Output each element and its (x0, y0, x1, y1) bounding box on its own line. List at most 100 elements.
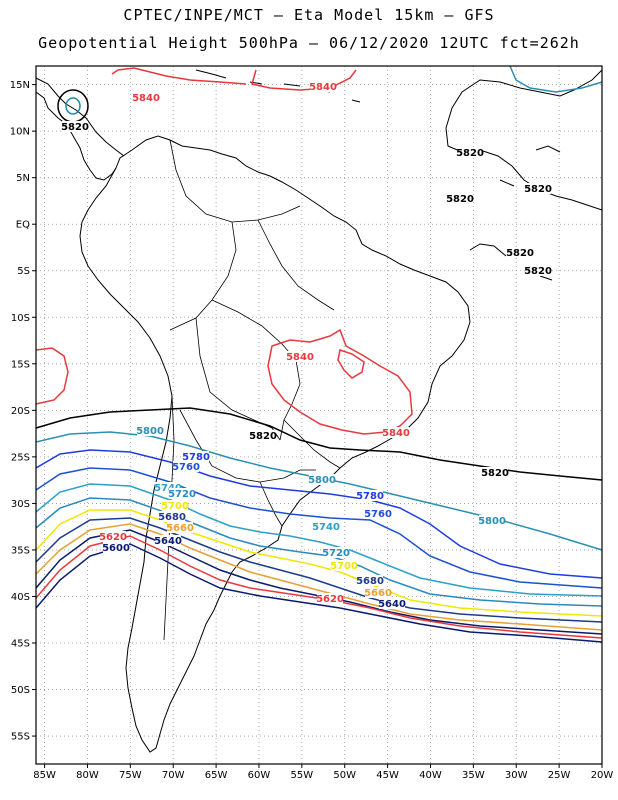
contour-label: 5820 (524, 266, 552, 277)
contour-label: 5840 (309, 82, 337, 93)
contour-5780 (35, 449, 603, 579)
contour-5820-ring-outer (57, 89, 89, 123)
lon-label: 20W (591, 770, 614, 781)
central-america-coast (35, 91, 117, 181)
caribbean-islands (195, 69, 361, 103)
africa-islands (469, 145, 561, 281)
contour-label-bg (167, 522, 193, 533)
contour-label: 5760 (172, 462, 200, 473)
contour-label: 5680 (158, 512, 186, 523)
contour-label-bg (103, 542, 129, 553)
contour-label-bg (323, 547, 349, 558)
lat-label: 10S (11, 313, 30, 324)
contour-label-bg (331, 560, 357, 571)
contour-label-bg (309, 474, 335, 485)
lat-label: 25S (11, 452, 30, 463)
contour-label-bg (183, 451, 209, 462)
contour-label: 5840 (132, 93, 160, 104)
lat-label: 5S (17, 266, 30, 277)
map-frame (35, 65, 603, 765)
contour-5720 (35, 497, 603, 607)
height-contours (35, 65, 603, 643)
contour-label-bg (62, 121, 88, 132)
lat-label: 15S (11, 359, 30, 370)
lat-label: 45S (11, 639, 30, 650)
contour-label-bg (159, 511, 185, 522)
lon-label: 85W (33, 770, 56, 781)
contour-label-bg (525, 265, 551, 276)
contour-label: 5780 (356, 491, 384, 502)
lon-label: 80W (76, 770, 99, 781)
contour-label: 5820 (524, 184, 552, 195)
contour-label-bg (155, 535, 181, 546)
lon-label: 60W (248, 770, 271, 781)
contour-label: 5620 (316, 594, 344, 605)
contour-label: 5700 (330, 561, 358, 572)
south-america-coast (79, 135, 471, 753)
lon-label: 25W (548, 770, 571, 781)
contour-label: 5760 (364, 509, 392, 520)
contour-label-bg (173, 461, 199, 472)
contour-label-bg (379, 598, 405, 609)
contour-label: 5820 (61, 122, 89, 133)
lat-label: 55S (11, 732, 30, 743)
contour-label: 5780 (182, 452, 210, 463)
contour-label-bg (169, 488, 195, 499)
contour-label: 5840 (286, 352, 314, 363)
contour-5840-inner (337, 349, 365, 379)
lat-label: 20S (11, 406, 30, 417)
lon-label: 55W (291, 770, 314, 781)
contour-5740 (35, 483, 603, 597)
contour-label-bg (482, 467, 508, 478)
contour-label: 5620 (99, 532, 127, 543)
lon-label: 65W (205, 770, 228, 781)
contour-label-bg (250, 430, 276, 441)
contour-5760 (35, 467, 603, 589)
contour-label: 5840 (382, 428, 410, 439)
contour-5660 (35, 523, 603, 631)
contour-label: 5680 (356, 576, 384, 587)
contour-label-bg (155, 482, 181, 493)
contour-label-bg (507, 247, 533, 258)
contour-label: 5740 (154, 483, 182, 494)
contour-5840-west (35, 347, 69, 405)
lon-label: 45W (376, 770, 399, 781)
contour-label: 5640 (378, 599, 406, 610)
contour-label: 5820 (506, 248, 534, 259)
lon-label: 30W (505, 770, 528, 781)
contour-5840-brazil (267, 328, 413, 435)
contour-5680 (35, 517, 603, 623)
contour-label-bg (357, 490, 383, 501)
contour-label-bg (317, 593, 343, 604)
contour-label-bg (313, 521, 339, 532)
lon-label: 35W (462, 770, 485, 781)
lon-label: 70W (162, 770, 185, 781)
lat-label: EQ (16, 220, 30, 231)
contour-5840-north (111, 67, 357, 91)
contour-label-bg (365, 508, 391, 519)
contour-5820-ring (65, 97, 81, 115)
contour-label: 5800 (308, 475, 336, 486)
contour-label: 5820 (249, 431, 277, 442)
contour-label: 5640 (154, 536, 182, 547)
contour-label: 5600 (102, 543, 130, 554)
contour-label: 5720 (322, 548, 350, 559)
lat-label: 35S (11, 545, 30, 556)
contour-label-bg (133, 92, 159, 103)
contour-label: 5740 (312, 522, 340, 533)
lat-lon-grid (32, 66, 603, 768)
lat-label: 10N (10, 127, 30, 138)
lat-label: 15N (10, 80, 30, 91)
contour-label-bg (479, 515, 505, 526)
contour-label: 5700 (161, 501, 189, 512)
lon-label: 40W (419, 770, 442, 781)
contour-label-bg (137, 425, 163, 436)
contour-label: 5800 (136, 426, 164, 437)
contour-label-bg (100, 531, 126, 542)
contour-label-bg (357, 575, 383, 586)
contour-label-bg (310, 81, 336, 92)
contour-label: 5660 (364, 588, 392, 599)
contour-label-bg (162, 500, 188, 511)
contour-label: 5820 (456, 148, 484, 159)
